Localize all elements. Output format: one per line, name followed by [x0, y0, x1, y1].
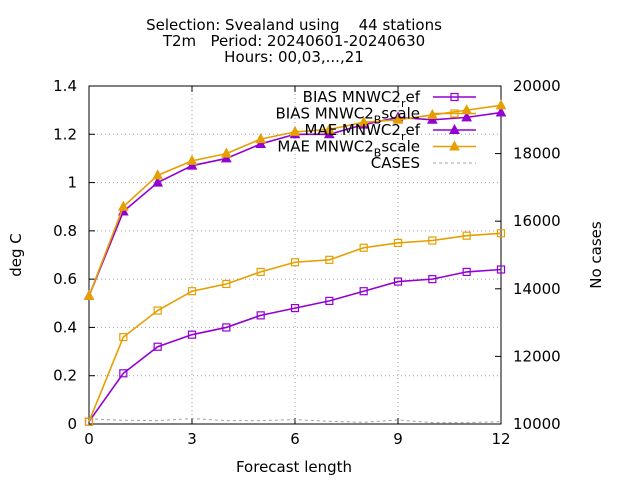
data-point [495, 106, 507, 117]
series-5 [88, 418, 502, 424]
data-point [393, 277, 403, 286]
legend-label: CASES [371, 154, 420, 172]
y2-tick-label: 14000 [513, 280, 561, 298]
data-point [152, 169, 163, 180]
data-point [496, 229, 506, 238]
data-point [255, 133, 266, 144]
x-tick-label: 9 [393, 430, 403, 448]
data-point [153, 342, 162, 351]
data-point [255, 137, 266, 148]
data-point [393, 238, 403, 248]
legend-label: BIAS MNWC2ref [303, 88, 421, 110]
data-point [428, 275, 437, 284]
data-point [290, 258, 300, 267]
chart-title: Selection: Svealand using 44 stationsT2m… [146, 16, 442, 66]
legend-marker [450, 109, 459, 118]
title-line-2: T2m Period: 20240601-20240630 [162, 32, 425, 50]
legend-marker [449, 140, 460, 151]
y2-tick-label: 20000 [513, 77, 561, 95]
legend-label: BIAS MNWC2Bscale [276, 105, 420, 127]
y-tick-label: 0.6 [53, 270, 77, 288]
data-point [221, 147, 232, 158]
data-point [187, 330, 197, 339]
data-point [290, 304, 300, 313]
y-tick-label: 0.8 [53, 222, 77, 240]
y-tick-label: 0 [67, 415, 77, 433]
title-line-1: Selection: Svealand using 44 stations [146, 16, 442, 34]
data-point [461, 111, 472, 122]
data-point [428, 236, 437, 245]
data-point [153, 306, 162, 315]
data-point [392, 113, 404, 124]
data-point [325, 296, 334, 305]
data-point [324, 128, 335, 139]
data-point [119, 332, 128, 342]
data-point [186, 154, 198, 165]
legend-entry: BIAS MNWC2Bscale [276, 105, 476, 127]
y-tick-label: 0.2 [53, 367, 77, 385]
y2-axis-label: No cases [587, 221, 605, 289]
data-point [221, 152, 232, 163]
data-point [359, 243, 368, 252]
data-point [325, 255, 334, 264]
series-line [88, 418, 502, 424]
legend-entry: CASES [371, 154, 476, 172]
data-point [222, 279, 231, 289]
legend-label: MAE MNWC2ref [304, 121, 420, 143]
data-point [186, 159, 198, 170]
series-line [88, 268, 502, 423]
x-tick-label: 6 [290, 430, 300, 448]
y-tick-label: 1 [67, 174, 77, 192]
y2-tick-label: 10000 [513, 415, 561, 433]
data-point [496, 265, 506, 274]
data-point [462, 267, 471, 276]
data-point [359, 287, 368, 296]
series-1 [84, 265, 506, 426]
data-point [462, 231, 471, 240]
legend-entry: MAE MNWC2ref [304, 121, 476, 143]
data-point [324, 123, 335, 134]
data-point [495, 99, 507, 110]
legend-entry: MAE MNWC2Bscale [277, 138, 476, 160]
title-line-3: Hours: 00,03,...,21 [224, 48, 364, 66]
y2-tick-label: 16000 [513, 212, 561, 230]
legend-entry: BIAS MNWC2ref [303, 88, 476, 110]
data-point [256, 267, 265, 276]
y-axis-label: deg C [7, 233, 25, 277]
y2-tick-label: 18000 [513, 145, 561, 163]
data-point [119, 369, 128, 378]
x-tick-label: 0 [84, 430, 94, 448]
data-point [84, 417, 94, 426]
series-2 [84, 229, 506, 426]
legend-marker [450, 92, 459, 102]
y-tick-label: 1.2 [53, 125, 77, 143]
data-point [187, 287, 197, 296]
y-tick-label: 0.4 [53, 318, 77, 336]
axis-ticks: 0 3 6 9 12 0 0.2 0.4 0.6 0.8 1 1.2 1.4 10000 12000 1400… [53, 77, 561, 448]
x-axis-label: Forecast length [236, 458, 352, 476]
data-point [256, 311, 265, 320]
x-tick-label: 12 [491, 430, 510, 448]
data-point [427, 113, 438, 124]
data-point [358, 116, 369, 127]
data-point [152, 176, 163, 187]
data-point [118, 200, 129, 211]
legend-label: MAE MNWC2Bscale [277, 138, 420, 160]
data-point [289, 125, 301, 136]
y2-tick-label: 12000 [513, 347, 561, 365]
legend-marker [449, 123, 460, 134]
x-tick-label: 3 [187, 430, 197, 448]
series-lines [83, 99, 507, 426]
data-point [83, 289, 95, 301]
data-point [222, 323, 231, 332]
y-tick-label: 1.4 [53, 77, 77, 95]
series-line [88, 232, 502, 422]
